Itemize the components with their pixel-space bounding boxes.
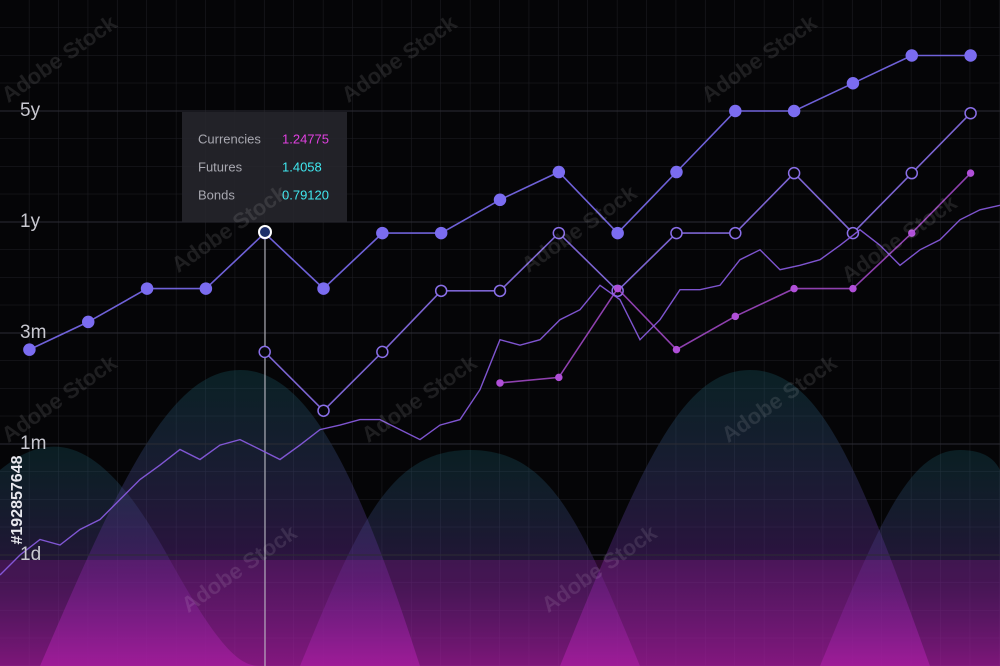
data-point — [849, 284, 857, 293]
data-point — [672, 345, 681, 354]
tooltip-label: Bonds — [198, 187, 235, 202]
data-point — [493, 193, 507, 207]
data-point — [317, 282, 330, 295]
data-point — [611, 226, 624, 240]
data-point — [729, 104, 742, 118]
highlight-point — [258, 225, 272, 239]
data-point — [317, 404, 330, 417]
data-point — [908, 229, 916, 237]
data-point — [552, 165, 566, 179]
data-point — [258, 345, 271, 359]
tooltip-box — [182, 112, 347, 222]
y-tick-label: 1m — [20, 433, 46, 454]
tooltip: Currencies 1.24775 Futures 1.4058 Bonds 0.791… — [182, 112, 347, 222]
data-point — [496, 379, 504, 387]
y-tick-label: 1y — [20, 211, 41, 232]
data-point — [846, 226, 860, 240]
data-point — [613, 284, 622, 293]
series — [0, 49, 1000, 576]
stock-id: #192857648 — [9, 455, 26, 544]
data-point — [905, 49, 919, 62]
data-point — [787, 166, 801, 180]
tooltip-value: 1.24775 — [282, 131, 329, 146]
data-point — [964, 106, 977, 120]
data-point — [199, 282, 213, 295]
tooltip-value: 0.79120 — [282, 187, 329, 202]
data-point — [493, 284, 507, 298]
data-point — [787, 104, 801, 118]
data-point — [790, 284, 798, 293]
tooltip-value: 1.4058 — [282, 159, 322, 174]
y-axis: 5y 1y 3m 1m 1d — [20, 100, 46, 565]
data-point — [376, 345, 389, 359]
y-tick-label: 5y — [20, 100, 41, 121]
data-point — [434, 226, 448, 240]
tooltip-label: Futures — [198, 159, 243, 174]
data-point — [966, 169, 975, 177]
grid — [0, 110, 1000, 556]
series-line — [0, 204, 1000, 576]
data-point — [670, 226, 683, 240]
data-point — [555, 373, 563, 382]
tooltip-label: Currencies — [198, 131, 261, 146]
data-point — [731, 312, 740, 321]
data-point — [81, 315, 95, 329]
data-point — [964, 49, 977, 62]
data-point — [729, 226, 742, 240]
data-point — [670, 165, 683, 179]
data-point — [376, 226, 389, 240]
data-point — [905, 166, 919, 180]
data-point — [846, 77, 860, 90]
data-point — [140, 282, 154, 295]
y-tick-label: 1d — [20, 544, 41, 565]
y-tick-label: 3m — [20, 322, 46, 343]
data-point — [552, 226, 566, 240]
data-point — [434, 284, 448, 298]
data-point — [23, 343, 36, 356]
background-waves — [0, 370, 1000, 666]
